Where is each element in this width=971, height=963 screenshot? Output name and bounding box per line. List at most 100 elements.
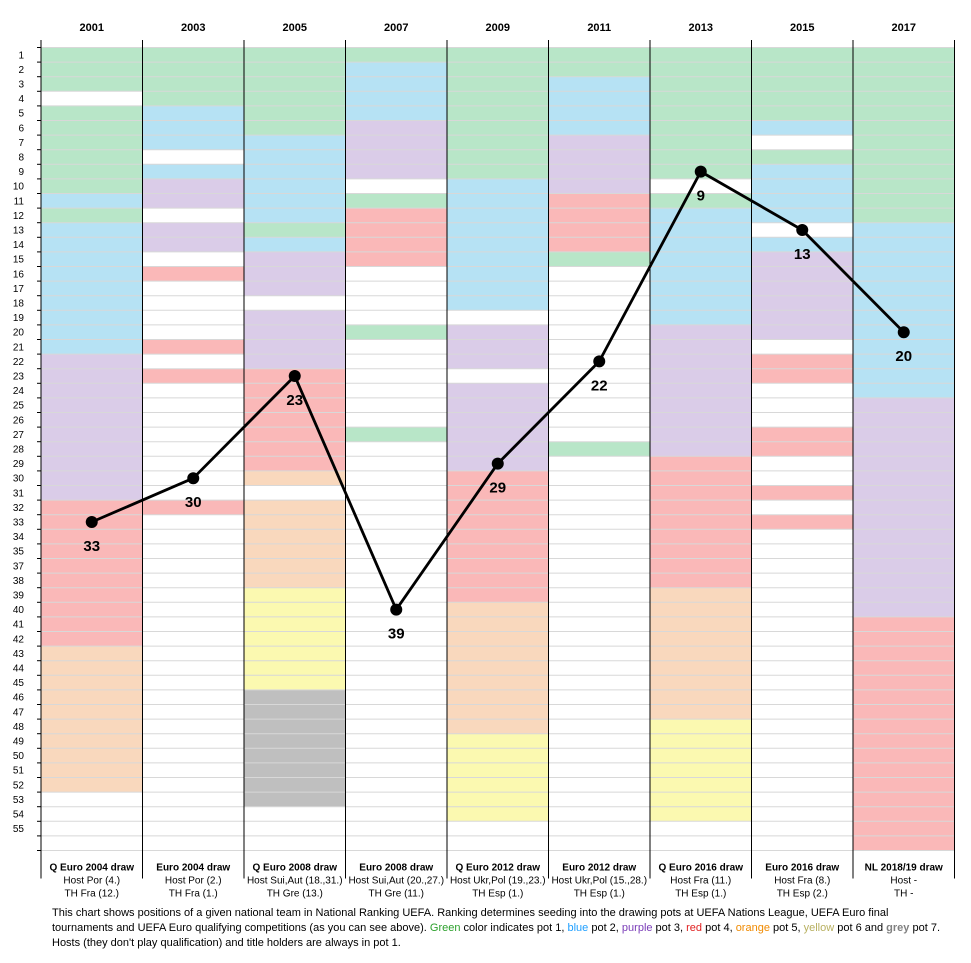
rank-tick-label: 3 — [18, 80, 24, 91]
rank-tick-label: 48 — [13, 722, 25, 733]
year-label: 2011 — [587, 22, 611, 34]
pot-band — [447, 324, 549, 369]
ranking-value-label: 23 — [286, 392, 303, 409]
ranking-point — [390, 603, 403, 616]
note-text-2: color indicates pot 1, — [460, 922, 568, 934]
note-green: Green — [429, 922, 461, 934]
ranking-point — [796, 224, 809, 236]
note-grey: grey — [886, 922, 910, 934]
ranking-gridlines — [41, 47, 955, 851]
year-label: 2005 — [283, 22, 307, 34]
pot-band — [650, 193, 752, 209]
ranking-value-label: 13 — [794, 246, 811, 263]
draw-title: Q Euro 2004 draw — [50, 863, 135, 874]
draw-title-holder: TH Fra (1.) — [169, 889, 218, 900]
pot-band — [244, 587, 346, 690]
ranking-point — [897, 326, 910, 339]
ranking-point — [288, 370, 301, 382]
ranking-value-label: 33 — [83, 538, 100, 555]
rank-tick-label: 21 — [13, 342, 25, 353]
ranking-value-label: 30 — [185, 494, 202, 511]
rank-tick-label: 44 — [13, 664, 25, 675]
draw-host: Host Por (2.) — [165, 876, 222, 887]
draw-title: NL 2018/19 draw — [865, 863, 943, 874]
draw-title-holder: TH Esp (1.) — [472, 889, 523, 900]
ranking-series: 33 30 23 39 29 22 9 13 20 — [83, 165, 912, 643]
pot-band — [345, 324, 447, 340]
pot-band — [548, 441, 650, 457]
pot-band — [447, 470, 549, 603]
ranking-value-label: 20 — [895, 348, 912, 365]
year-label: 2013 — [689, 22, 713, 34]
note-purple: purple — [621, 922, 653, 934]
rank-tick-label: 4 — [18, 94, 24, 105]
note-text-7: pot 6 and — [834, 922, 887, 934]
rank-tick-label: 17 — [13, 284, 25, 295]
rank-tick-label: 42 — [13, 634, 25, 645]
note-text-3: pot 2, — [588, 922, 622, 934]
rank-tick-label: 41 — [13, 620, 25, 631]
rank-tick-label: 31 — [13, 488, 25, 499]
pot-band — [41, 222, 143, 355]
note-red: red — [686, 922, 703, 934]
pot-band — [41, 47, 143, 92]
draw-title-holder: TH Fra (12.) — [65, 889, 119, 900]
rank-tick-label: 53 — [13, 795, 25, 806]
draw-title-holder: TH Esp (2.) — [777, 889, 828, 900]
rank-tick-label: 27 — [13, 430, 25, 441]
draw-title-holder: TH - — [894, 889, 913, 900]
rank-tick-label: 52 — [13, 780, 25, 791]
rank-tick-label: 49 — [13, 737, 25, 748]
rank-tick-label: 16 — [13, 269, 25, 280]
rank-tick-label: 19 — [13, 313, 25, 324]
pot-band — [853, 397, 955, 617]
pot-band — [345, 193, 447, 209]
draw-title-holder: TH Gre (11.) — [369, 889, 424, 900]
draw-title: Q Euro 2016 draw — [659, 863, 744, 874]
pot-band — [41, 193, 143, 209]
rank-tick-label: 50 — [13, 751, 25, 762]
pot-band — [142, 368, 244, 384]
year-label: 2009 — [486, 22, 510, 34]
rank-tick-label: 39 — [13, 591, 25, 602]
rank-tick-label: 45 — [13, 678, 25, 689]
rank-tick-label: 38 — [13, 576, 25, 587]
rank-tick-label: 47 — [13, 707, 25, 718]
rank-tick-label: 54 — [13, 810, 25, 821]
note-text-8: pot 7. Hosts (they don't play qualificat… — [52, 922, 940, 949]
ranking-value-label: 29 — [489, 480, 506, 497]
draw-title-holder: TH Gre (13.) — [267, 889, 323, 900]
draw-host: Host Sui,Aut (18.,31.) — [247, 876, 343, 887]
ranking-value-label: 22 — [591, 377, 608, 394]
rank-tick-label: 14 — [13, 240, 25, 251]
pot-band — [751, 47, 853, 121]
rank-tick-label: 7 — [18, 138, 24, 149]
year-label: 2007 — [384, 22, 408, 34]
rank-tick-label: 40 — [13, 605, 25, 616]
year-label: 2003 — [181, 22, 205, 34]
rank-tick-label: 34 — [13, 532, 25, 543]
pot-band — [142, 339, 244, 355]
draw-title: Euro 2016 draw — [765, 863, 839, 874]
rank-tick-label: 6 — [18, 123, 24, 134]
ranking-point — [491, 457, 504, 470]
column-separators — [37, 40, 955, 879]
pot-band — [244, 237, 346, 252]
pot-band — [548, 251, 650, 267]
rank-tick-label: 25 — [13, 401, 25, 412]
pot-band — [751, 237, 853, 252]
draw-labels: Q Euro 2004 draw Host Por (4.) TH Fra (12.… — [50, 863, 944, 900]
draw-title: Euro 2012 draw — [562, 863, 636, 874]
rank-tick-label: 12 — [13, 211, 25, 222]
note-yellow: yellow — [803, 922, 835, 934]
draw-host: Host Ukr,Pol (19.,23.) — [450, 876, 546, 887]
pot-band — [650, 719, 752, 822]
pot-bands — [41, 47, 955, 851]
pot-band — [650, 587, 752, 720]
rank-tick-label: 11 — [14, 196, 25, 207]
pot-band — [447, 602, 549, 734]
rank-tick-label: 8 — [18, 153, 24, 164]
pot-band — [751, 514, 853, 530]
pot-band — [142, 500, 244, 515]
